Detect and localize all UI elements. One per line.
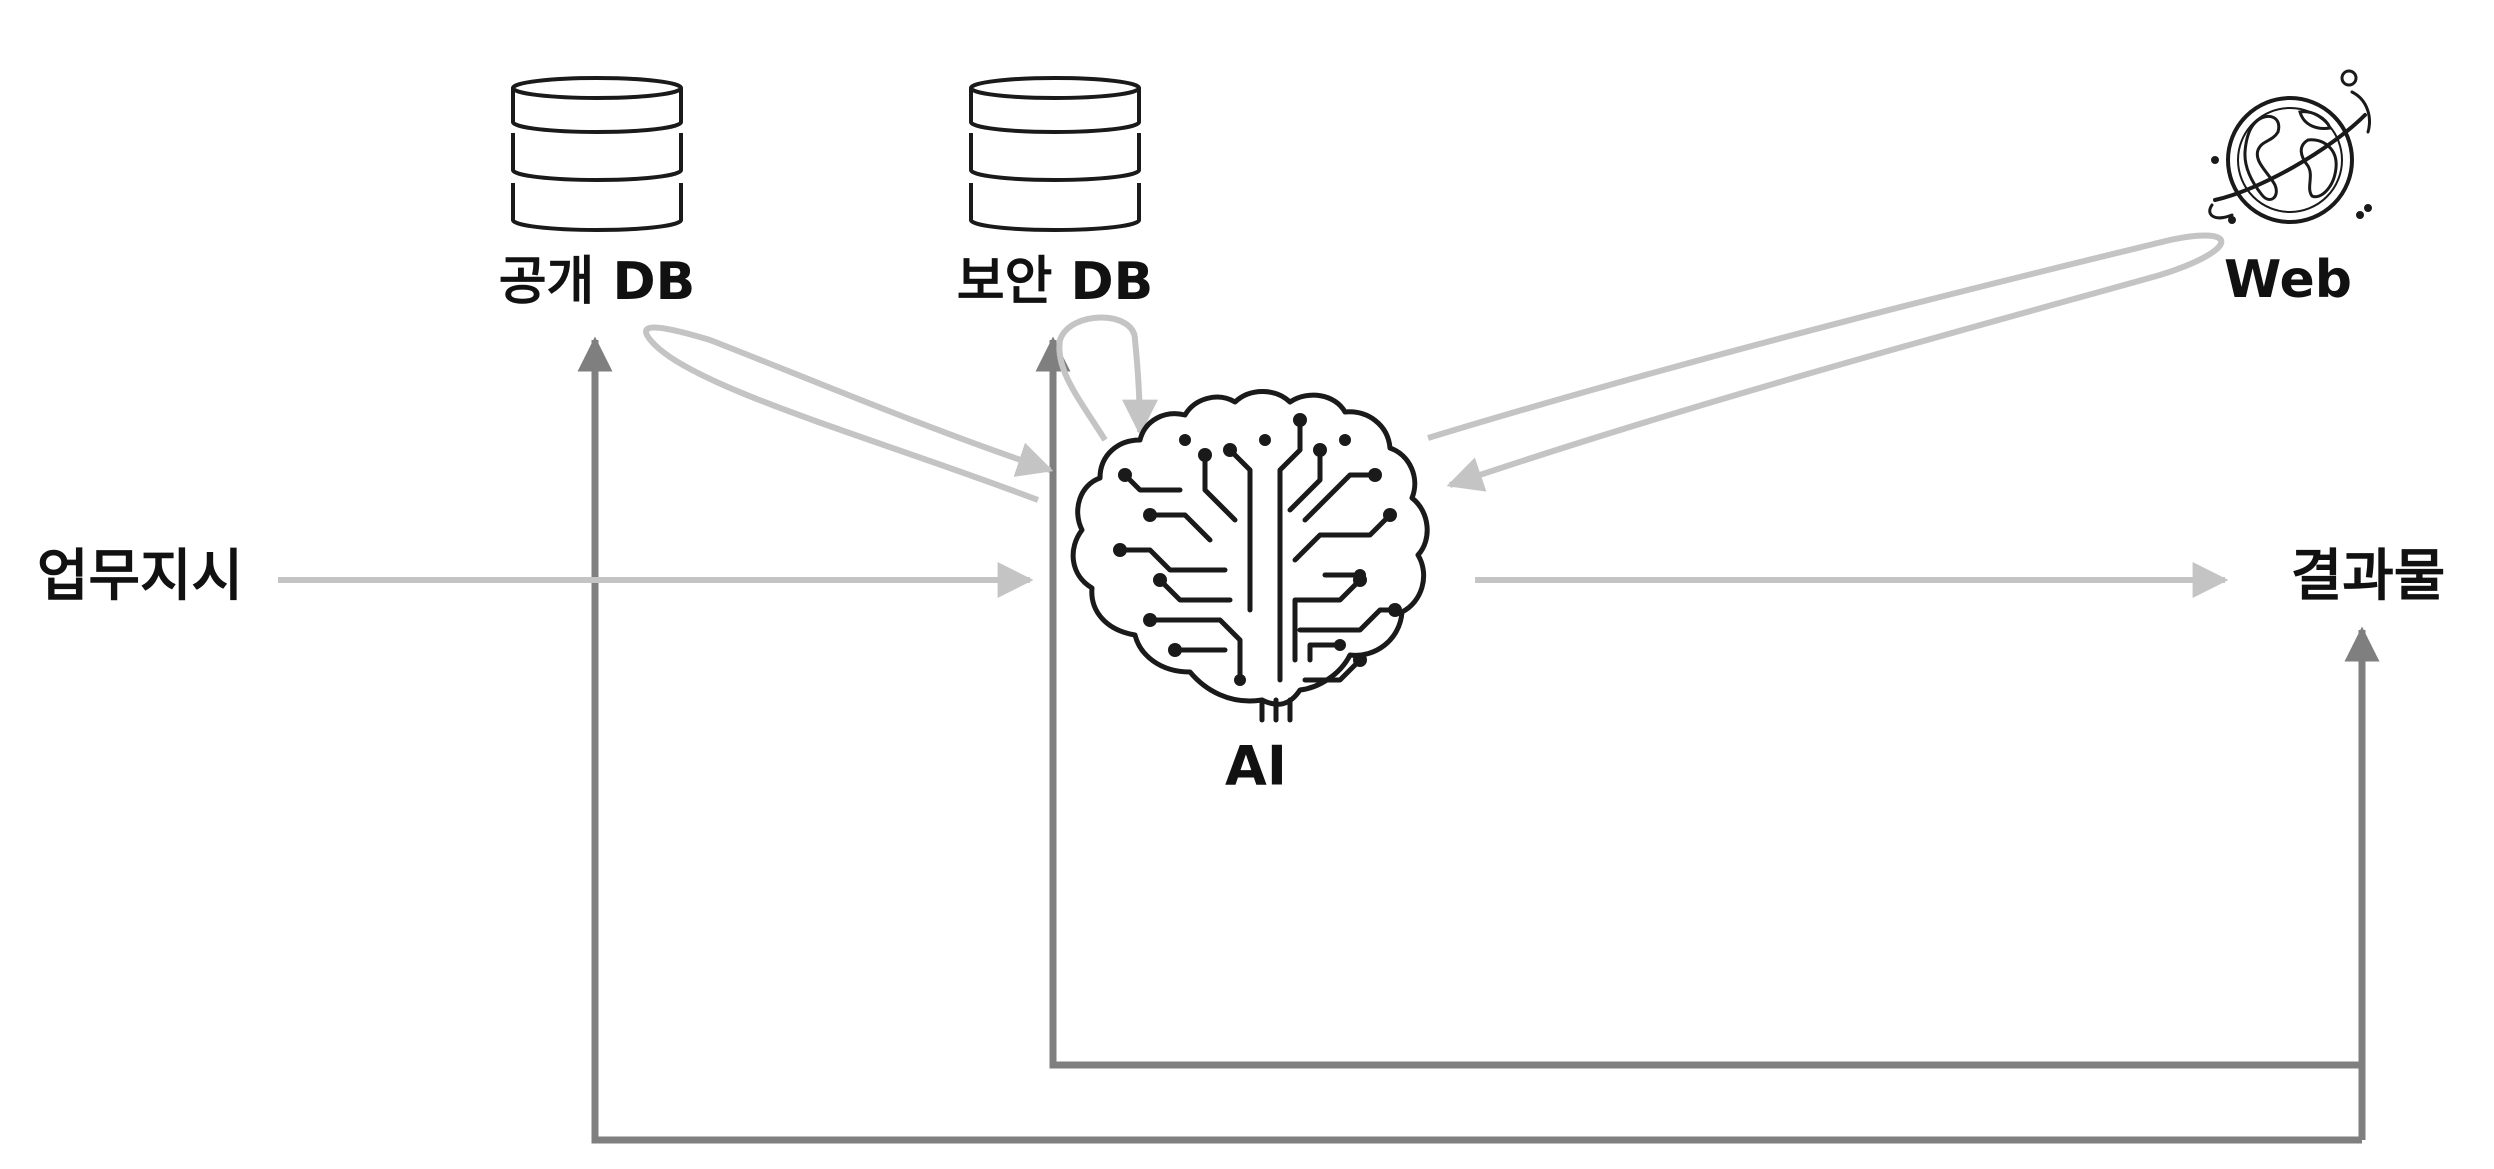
ai-circuit-brain-icon (1070, 389, 1430, 723)
web-globe-icon (2208, 69, 2372, 224)
flow-arrows (278, 232, 2229, 598)
public-db-database-icon (511, 76, 683, 232)
web-label: Web (2224, 250, 2352, 310)
secure-db-label: 보안 DB (957, 252, 1154, 312)
loop-ai-public-db (643, 324, 1054, 503)
instruction-label: 업무지시 (37, 544, 243, 609)
loop-ai-secure-db (1056, 314, 1158, 442)
feedback-arrow-to-secure-db (1035, 336, 2362, 1069)
loop-ai-web (1427, 232, 2225, 492)
result-label: 결과물 (2291, 544, 2446, 609)
public-db-label: 공개 DB (499, 252, 696, 312)
ai-label: AI (1225, 735, 1287, 798)
feedback-arrow-to-public-db (577, 336, 2362, 1144)
secure-db-database-icon (969, 76, 1141, 232)
feedback-arrows (577, 336, 2380, 1144)
